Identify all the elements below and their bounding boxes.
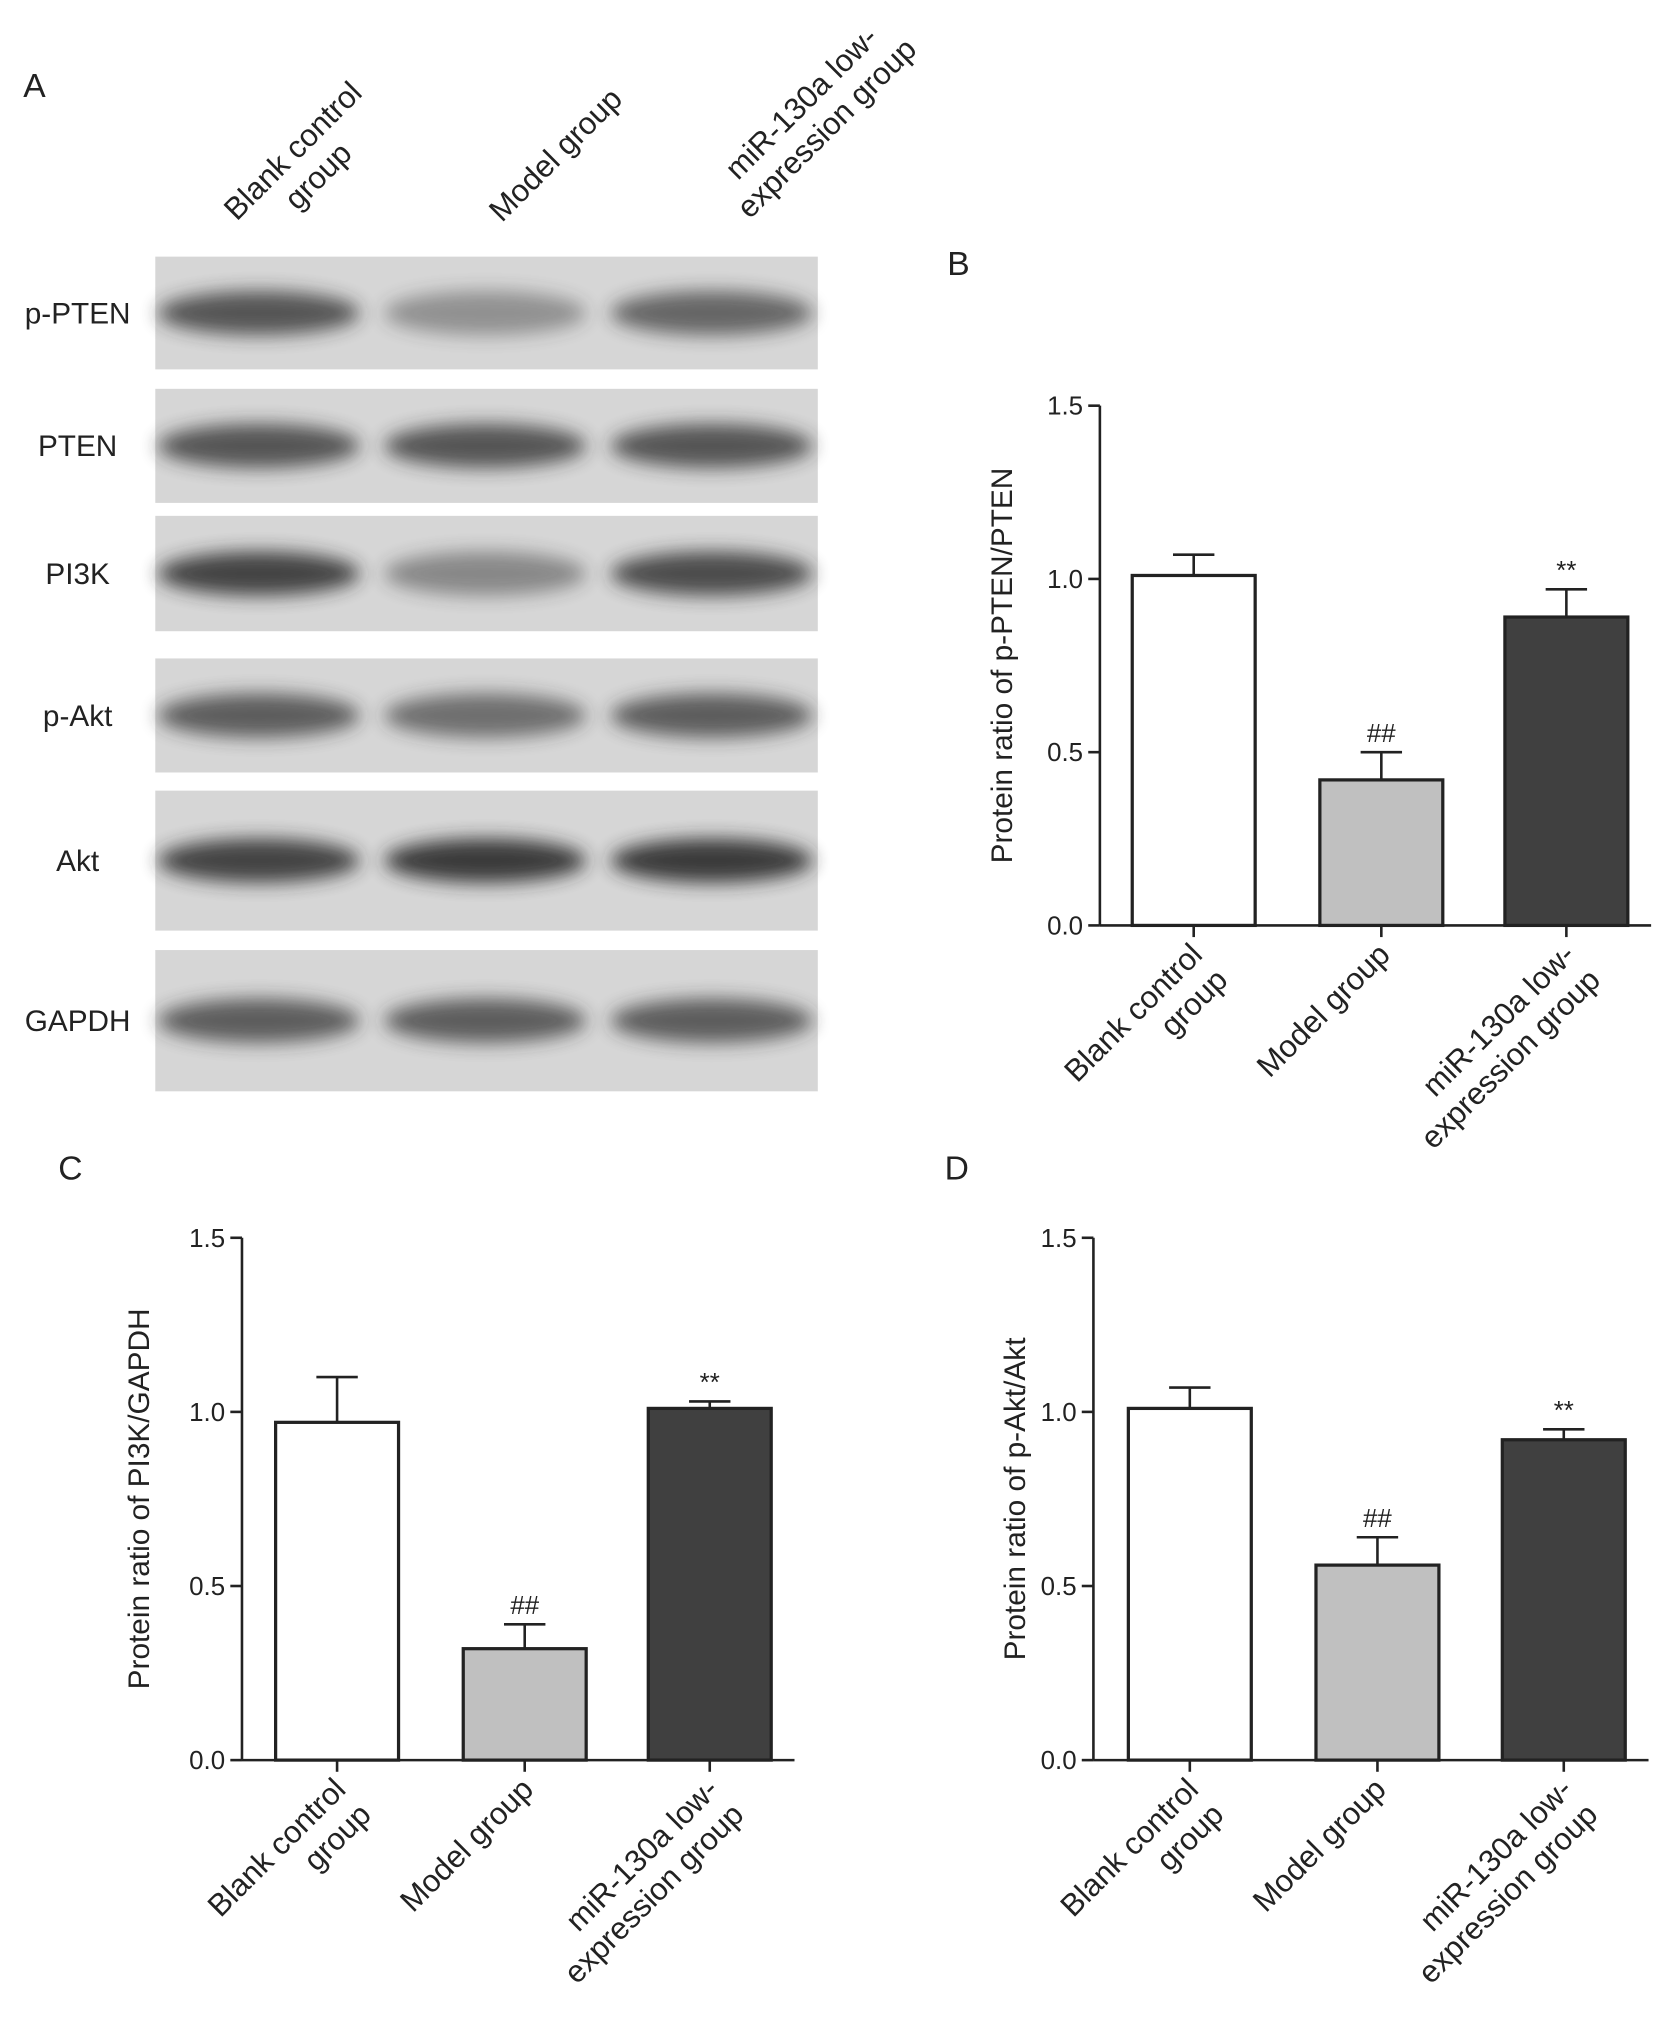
y-axis-label: Protein ratio of PI3K/GAPDH bbox=[123, 1309, 156, 1690]
y-tick-label: 0.5 bbox=[1047, 739, 1083, 767]
blot-band bbox=[157, 290, 360, 336]
bar bbox=[1126, 1406, 1253, 1762]
blot-band bbox=[157, 998, 360, 1043]
blot-band bbox=[157, 693, 360, 738]
bar bbox=[1318, 778, 1445, 928]
x-tick-label: miR-130a low-expression group bbox=[1386, 1771, 1604, 1990]
significance: ** bbox=[1556, 557, 1576, 585]
y-axis-label: Protein ratio of p-PTEN/PTEN bbox=[986, 468, 1019, 864]
blot-band bbox=[384, 290, 587, 336]
blot-band bbox=[610, 998, 813, 1043]
blot-band bbox=[610, 693, 813, 738]
significance: ** bbox=[700, 1369, 720, 1397]
significance: ** bbox=[1554, 1397, 1574, 1425]
bar bbox=[1314, 1563, 1441, 1762]
blot-band bbox=[384, 693, 587, 738]
protein-label: p-PTEN bbox=[25, 297, 131, 330]
panel-label: D bbox=[945, 1150, 969, 1187]
panel-label: C bbox=[58, 1150, 82, 1187]
blot-band bbox=[384, 551, 587, 596]
significance: ## bbox=[1363, 1505, 1392, 1533]
lane-label: miR-130a low-expression group bbox=[705, 6, 923, 225]
bar bbox=[461, 1647, 588, 1762]
y-tick-label: 0.5 bbox=[189, 1573, 225, 1601]
protein-label: GAPDH bbox=[25, 1005, 131, 1038]
significance: ## bbox=[1367, 720, 1396, 748]
blot-band bbox=[610, 423, 813, 468]
y-tick-label: 1.5 bbox=[189, 1225, 225, 1253]
protein-label: PI3K bbox=[45, 558, 110, 591]
protein-label: p-Akt bbox=[43, 700, 113, 733]
blot-band bbox=[610, 290, 813, 336]
significance: ## bbox=[510, 1592, 539, 1620]
blot-band bbox=[157, 838, 360, 883]
lane-label: Blank controlgroup bbox=[217, 75, 394, 252]
blot-band bbox=[157, 551, 360, 596]
blot-band bbox=[384, 423, 587, 468]
y-tick-label: 0.0 bbox=[1041, 1747, 1077, 1775]
lane-label: Model group bbox=[482, 81, 629, 228]
y-tick-label: 1.0 bbox=[189, 1399, 225, 1427]
panel-label: A bbox=[23, 68, 46, 105]
x-tick-label: Blank controlgroup bbox=[1057, 937, 1234, 1114]
y-tick-label: 0.5 bbox=[1041, 1573, 1077, 1601]
x-tick-label: Model group bbox=[1250, 937, 1397, 1084]
protein-label: PTEN bbox=[38, 430, 117, 463]
blot-band bbox=[157, 423, 360, 468]
y-tick-label: 1.5 bbox=[1041, 1225, 1077, 1253]
y-tick-label: 1.0 bbox=[1047, 566, 1083, 594]
x-tick-label: Blank controlgroup bbox=[1053, 1771, 1230, 1948]
x-tick-label: Model group bbox=[393, 1771, 540, 1918]
y-axis-label: Protein ratio of p-Akt/Akt bbox=[999, 1337, 1032, 1661]
y-tick-label: 1.0 bbox=[1041, 1399, 1077, 1427]
blot-band bbox=[610, 551, 813, 596]
y-tick-label: 0.0 bbox=[189, 1747, 225, 1775]
protein-label: Akt bbox=[56, 845, 100, 878]
x-tick-label: miR-130a low-expression group bbox=[532, 1771, 750, 1990]
y-tick-label: 0.0 bbox=[1047, 912, 1083, 940]
blot-band bbox=[610, 838, 813, 883]
bar bbox=[274, 1420, 401, 1762]
blot-band bbox=[384, 998, 587, 1043]
x-tick-label: Blank controlgroup bbox=[201, 1771, 378, 1948]
x-tick-label: Model group bbox=[1246, 1771, 1393, 1918]
y-tick-label: 1.5 bbox=[1047, 393, 1083, 421]
panel-label: B bbox=[947, 246, 969, 283]
bar bbox=[1503, 615, 1630, 928]
bar bbox=[1500, 1438, 1627, 1762]
blot-band bbox=[384, 838, 587, 883]
x-tick-label: miR-130a low-expression group bbox=[1388, 937, 1606, 1156]
bar bbox=[1130, 573, 1257, 928]
bar bbox=[646, 1406, 773, 1762]
